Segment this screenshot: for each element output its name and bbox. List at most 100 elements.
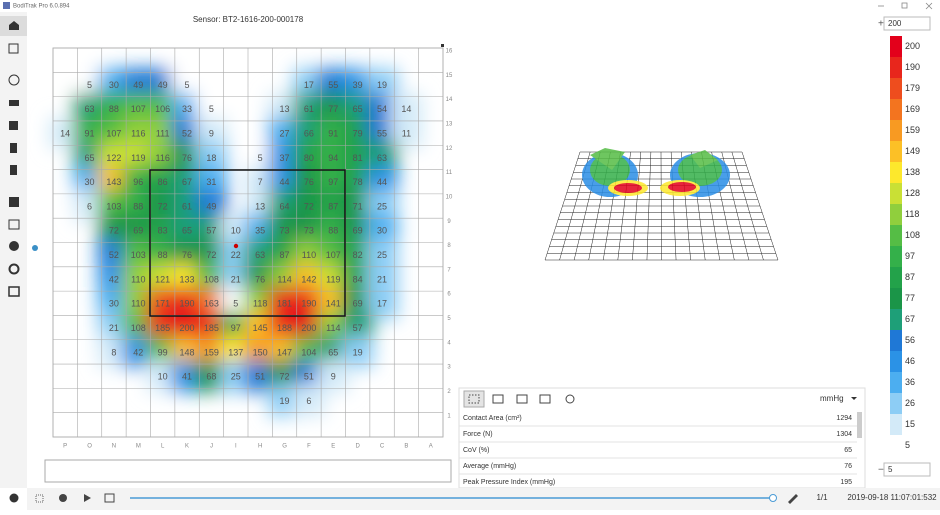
cell-value: 141: [326, 299, 341, 309]
unit-select[interactable]: mmHg: [820, 394, 844, 403]
cell-value: 76: [255, 274, 265, 284]
cell-value: 114: [277, 274, 291, 284]
cell-value: 22: [231, 250, 241, 260]
app-icon: [3, 2, 10, 9]
cell-value: 119: [326, 274, 340, 284]
cell-value: 171: [155, 299, 170, 309]
scale-label: 149: [905, 146, 920, 156]
scale-swatch: [890, 351, 902, 372]
cell-value: 137: [228, 347, 243, 357]
palette-icon[interactable]: [9, 241, 19, 251]
layout-2-tab[interactable]: [492, 394, 504, 404]
column-label: J: [210, 444, 213, 450]
cell-value: 6: [306, 396, 311, 406]
cell-value: 121: [155, 274, 170, 284]
cell-value: 27: [280, 128, 290, 138]
file-icon[interactable]: [10, 143, 17, 153]
cell-value: 76: [182, 153, 192, 163]
cell-value: 69: [133, 226, 143, 236]
scale-label: 87: [905, 272, 915, 282]
cell-value: 11: [402, 128, 411, 138]
scale-swatch: [890, 288, 902, 309]
layers-icon[interactable]: [9, 100, 19, 106]
loop-button[interactable]: [104, 493, 115, 503]
cell-value: 82: [353, 250, 363, 260]
grid-icon[interactable]: [9, 197, 19, 207]
save-icon[interactable]: [9, 121, 18, 130]
timeline-handle[interactable]: [769, 494, 777, 502]
layout-1-tab[interactable]: [463, 390, 485, 408]
scale-swatch: [890, 372, 902, 393]
column-label: K: [185, 444, 189, 450]
scale-label: 67: [905, 314, 915, 324]
indicator-dot: [32, 245, 38, 251]
maximize-button[interactable]: [901, 2, 908, 9]
close-button[interactable]: [925, 2, 933, 10]
cell-value: 21: [231, 274, 241, 284]
layout-4-tab[interactable]: [539, 394, 551, 404]
stat-value: 65: [844, 447, 852, 454]
cell-value: 73: [280, 226, 290, 236]
settings-icon[interactable]: [9, 493, 19, 503]
scale-swatch: [890, 162, 902, 183]
min-input[interactable]: [883, 462, 931, 477]
calc-icon[interactable]: [8, 286, 20, 297]
row-label: 14: [446, 97, 453, 103]
stats-panel: [458, 387, 866, 489]
scale-plus[interactable]: +: [878, 19, 884, 30]
note-input[interactable]: [44, 459, 452, 483]
cell-value: 14: [401, 104, 411, 114]
stat-label: CoV (%): [463, 447, 489, 454]
export-icon[interactable]: [8, 43, 19, 54]
cell-value: 86: [158, 177, 168, 187]
cell-value: 110: [302, 250, 316, 260]
frames-button[interactable]: [35, 494, 44, 503]
view-icon[interactable]: [8, 219, 20, 230]
cell-value: 145: [253, 323, 268, 333]
cell-value: 63: [255, 250, 265, 260]
refresh-icon[interactable]: [8, 263, 20, 275]
cell-value: 147: [277, 347, 292, 357]
cell-value: 96: [133, 177, 143, 187]
cell-value: 181: [277, 299, 292, 309]
column-label: C: [380, 444, 385, 450]
edit-button[interactable]: [788, 494, 798, 504]
scale-swatch: [890, 246, 902, 267]
max-input[interactable]: [883, 16, 931, 31]
cell-value: 5: [185, 80, 190, 90]
record-button[interactable]: [59, 494, 67, 502]
stats-scrollbar[interactable]: [857, 412, 862, 438]
cell-value: 55: [377, 128, 387, 138]
scale-label: 56: [905, 335, 915, 345]
cell-value: 122: [106, 153, 121, 163]
scale-label: 77: [905, 293, 915, 303]
layout-3-tab[interactable]: [516, 394, 528, 404]
cell-value: 17: [304, 80, 314, 90]
play-button[interactable]: [84, 494, 91, 502]
column-label: O: [87, 444, 92, 450]
scale-label: 128: [905, 188, 920, 198]
cell-value: 67: [182, 177, 192, 187]
cell-value: 84: [353, 274, 363, 284]
scale-label: 190: [905, 62, 920, 72]
scale-swatch: [890, 78, 902, 99]
stats-settings[interactable]: [565, 394, 575, 404]
cell-value: 107: [326, 250, 341, 260]
row-label: 10: [446, 194, 453, 200]
cell-value: 57: [353, 323, 363, 333]
cell-value: 44: [377, 177, 387, 187]
scale-swatch: [890, 204, 902, 225]
cell-value: 119: [131, 153, 145, 163]
home-icon[interactable]: [9, 21, 19, 30]
pdf-icon[interactable]: [10, 165, 17, 175]
scale-minus[interactable]: −: [878, 465, 884, 476]
cell-value: 68: [206, 372, 216, 382]
cell-value: 30: [85, 177, 95, 187]
sidebar-icons: [8, 21, 20, 503]
info-icon[interactable]: [8, 74, 20, 86]
cell-value: 133: [180, 274, 195, 284]
cell-value: 52: [109, 250, 119, 260]
scale-label: 179: [905, 83, 920, 93]
